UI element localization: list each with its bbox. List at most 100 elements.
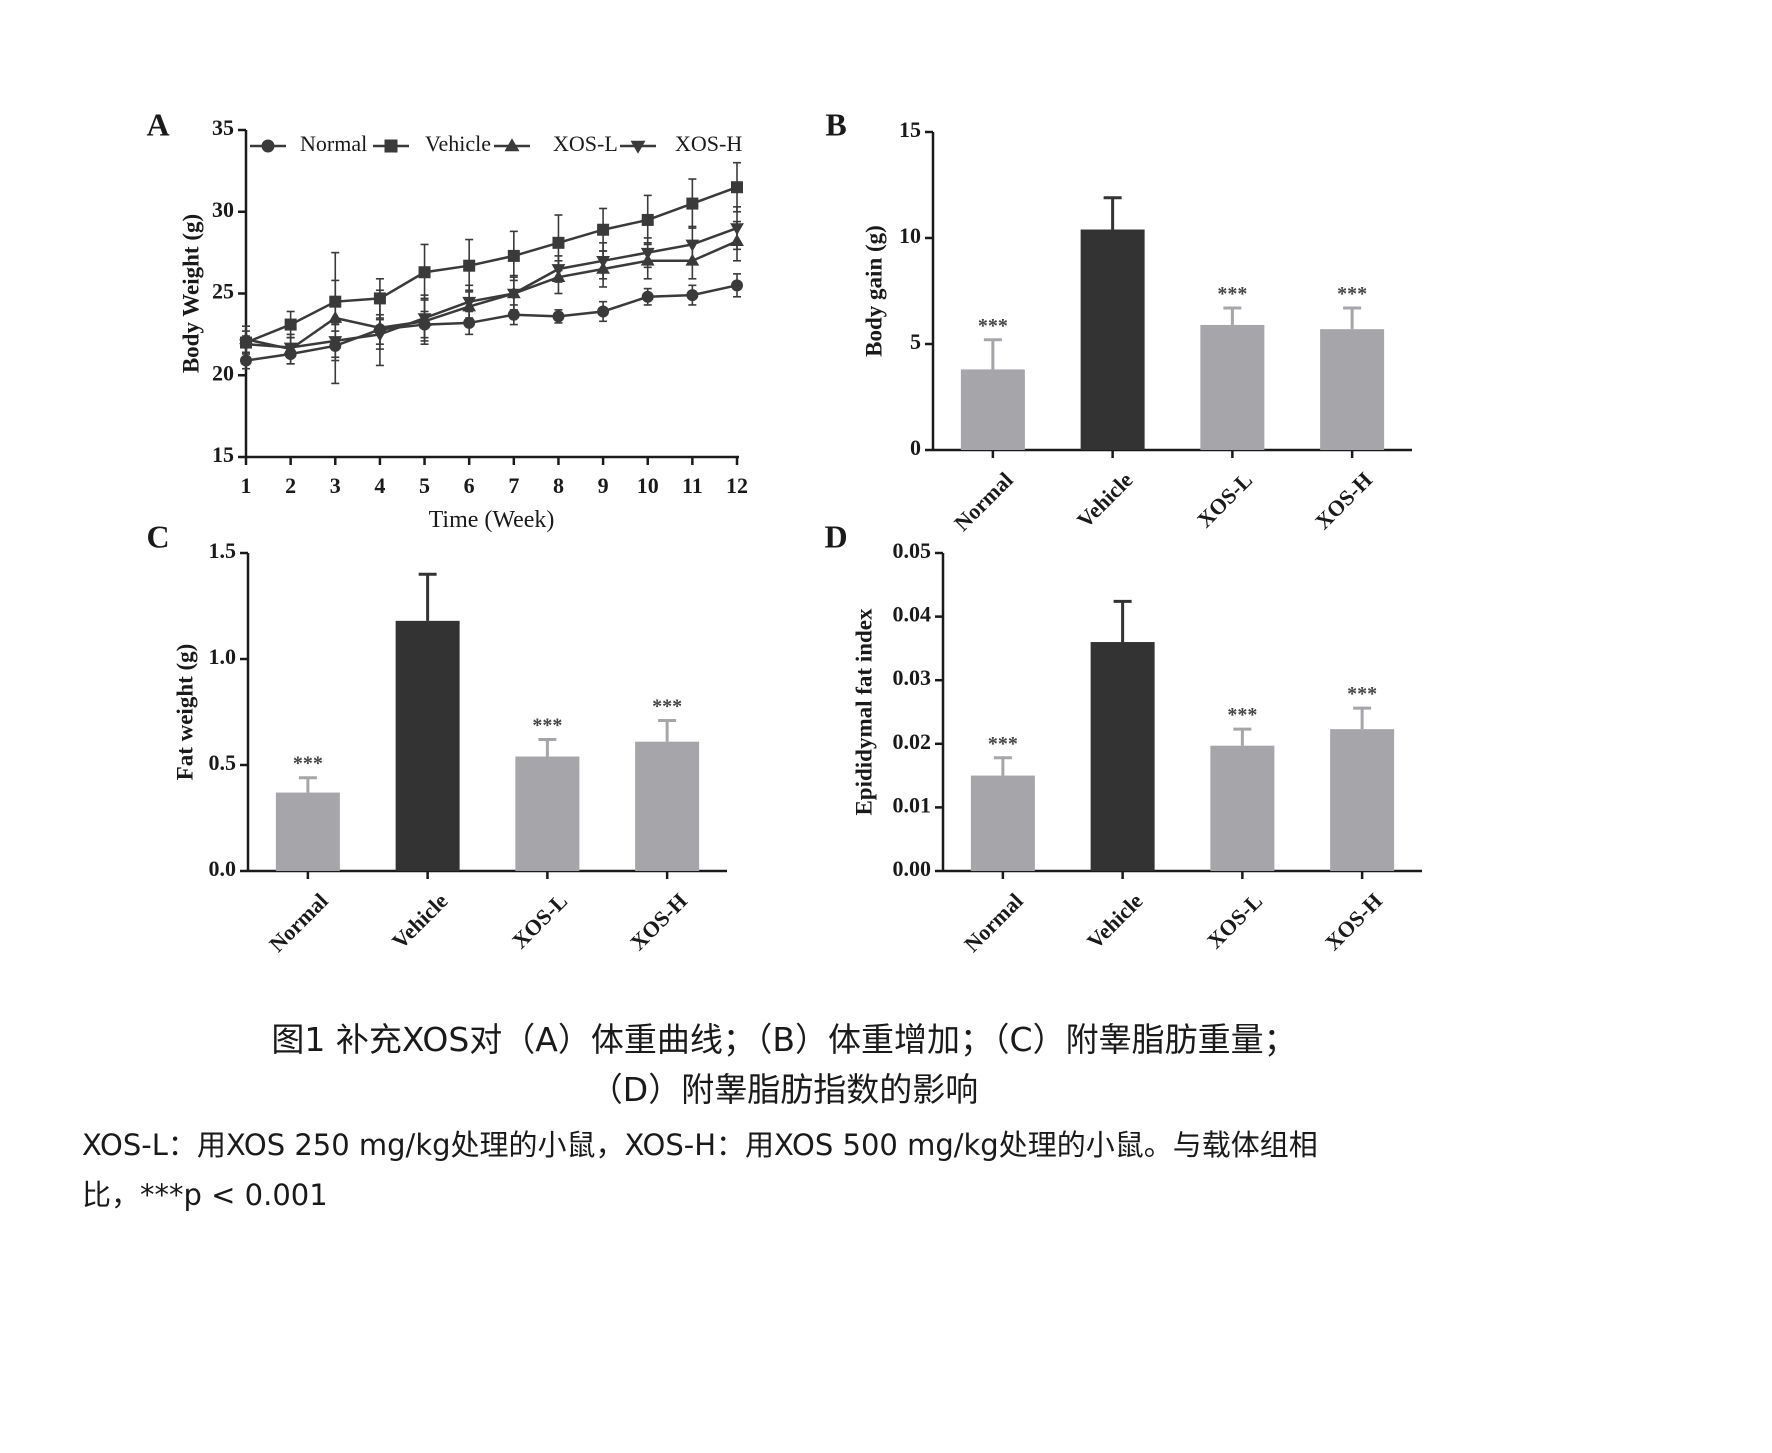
- data-point: [328, 336, 343, 349]
- x-tick-label: 4: [374, 473, 385, 498]
- y-axis-title: Fat weight (g): [172, 644, 197, 781]
- y-tick-label: 0.02: [893, 729, 932, 754]
- x-tick-label-vehicle: Vehicle: [1072, 467, 1138, 533]
- legend-label: XOS-H: [675, 131, 742, 156]
- x-tick-label: 5: [419, 473, 430, 498]
- panel-label-d: D: [824, 518, 847, 554]
- bar-vehicle: [1080, 229, 1145, 450]
- x-tick-label: 1: [241, 473, 252, 498]
- series-line: [245, 284, 738, 362]
- x-tick-label-vehicle: Vehicle: [387, 888, 453, 954]
- data-point: [685, 239, 700, 252]
- data-point: [462, 296, 477, 309]
- panel-label-b: B: [825, 106, 846, 142]
- bar-normal: [275, 792, 340, 871]
- panel-b-bar-chart: 0 5 10 15 Body gain (g) *** Normal Vehicle *** XO…: [861, 117, 1412, 536]
- x-tick-label: 7: [508, 473, 519, 498]
- y-tick-label: 15: [899, 117, 921, 142]
- x-axis-title: Time (Week): [429, 507, 555, 533]
- data-point: [506, 288, 521, 301]
- significance-label: ***: [1347, 683, 1377, 705]
- significance-label: ***: [1227, 704, 1257, 726]
- bar-normal: [970, 775, 1035, 871]
- y-tick-label: 35: [212, 115, 234, 140]
- data-point: [731, 279, 743, 292]
- legend-label: Normal: [300, 131, 367, 156]
- y-tick-label: 5: [910, 329, 921, 354]
- x-tick-label-xos-h: XOS-H: [625, 888, 692, 955]
- data-point: [283, 342, 298, 355]
- x-tick-label-xos-h: XOS-H: [1320, 888, 1387, 955]
- bar-xos-l: [1210, 745, 1275, 871]
- series-vehicle: [240, 161, 743, 355]
- bar-normal: [960, 369, 1025, 450]
- x-tick-label-xos-h: XOS-H: [1310, 467, 1377, 534]
- bar-xos-l: [515, 756, 580, 871]
- y-tick-label: 0.00: [893, 856, 932, 881]
- figure-caption-line-2: （D）附睾脂肪指数的影响: [589, 1070, 979, 1109]
- series-xos-l: [239, 220, 744, 385]
- panel-d-bar-chart: 0.00 0.01 0.02 0.03 0.04 0.05 Epididymal fat i…: [851, 538, 1422, 957]
- y-tick-label: 15: [212, 442, 234, 467]
- x-tick-label: 12: [726, 473, 748, 498]
- data-point: [596, 256, 610, 268]
- data-point: [641, 290, 654, 303]
- bar-xos-h: [635, 741, 700, 871]
- legend-label: XOS-L: [553, 131, 618, 156]
- x-tick-label-vehicle: Vehicle: [1082, 888, 1148, 954]
- series-line: [245, 226, 738, 349]
- x-tick-label: 8: [553, 473, 564, 498]
- bar-vehicle: [395, 620, 460, 871]
- data-point: [552, 310, 565, 323]
- data-point: [284, 318, 297, 331]
- y-tick-label: 0.5: [209, 750, 237, 775]
- y-tick-label: 0.01: [893, 792, 932, 817]
- legend-marker: [504, 138, 520, 152]
- data-point: [640, 247, 655, 260]
- data-point: [463, 259, 476, 272]
- x-tick-label-normal: Normal: [959, 888, 1028, 957]
- data-point: [551, 264, 566, 277]
- x-tick-label-xos-l: XOS-L: [507, 888, 572, 953]
- series-xos-h: [239, 206, 744, 359]
- data-point: [730, 223, 744, 236]
- panel-c-bar-chart: 0.0 0.5 1.0 1.5 Fat weight (g) *** Normal Vehic…: [172, 538, 727, 957]
- data-point: [597, 223, 610, 236]
- y-tick-label: 10: [899, 223, 921, 248]
- bar-xos-h: [1330, 729, 1395, 871]
- data-point: [240, 354, 252, 367]
- figure-note-line-2: 比，***p < 0.001: [82, 1178, 328, 1212]
- bar-vehicle: [1090, 642, 1155, 871]
- x-tick-label: 2: [285, 473, 296, 498]
- series-line: [245, 186, 738, 344]
- data-point: [731, 181, 743, 194]
- bar-xos-l: [1200, 324, 1265, 450]
- data-point: [418, 266, 431, 279]
- legend-label: Vehicle: [425, 131, 491, 156]
- series-line: [245, 240, 738, 351]
- data-point: [686, 289, 699, 302]
- x-tick-label-normal: Normal: [949, 467, 1018, 536]
- legend-marker: [630, 140, 646, 154]
- data-point: [507, 249, 520, 262]
- data-point: [328, 310, 343, 323]
- figure-caption-line-1: 图1 补充XOS对（A）体重曲线；（B）体重增加；（C）附睾脂肪重量；: [271, 1020, 1297, 1059]
- panel-label-a: A: [146, 106, 169, 142]
- significance-label: ***: [532, 715, 562, 737]
- significance-label: ***: [988, 733, 1018, 755]
- bar-xos-h: [1320, 329, 1385, 450]
- data-point: [641, 213, 654, 226]
- y-tick-label: 30: [212, 197, 234, 222]
- significance-label: ***: [1337, 283, 1367, 305]
- panel-label-c: C: [146, 518, 169, 554]
- data-point: [552, 236, 565, 249]
- y-tick-label: 25: [212, 279, 234, 304]
- y-tick-label: 1.0: [209, 644, 237, 669]
- y-tick-label: 20: [212, 360, 234, 385]
- data-point: [597, 305, 610, 318]
- x-tick-label-xos-l: XOS-L: [1202, 888, 1267, 953]
- significance-label: ***: [293, 753, 323, 775]
- y-tick-label: 0.04: [893, 602, 932, 627]
- y-tick-label: 0.03: [893, 665, 932, 690]
